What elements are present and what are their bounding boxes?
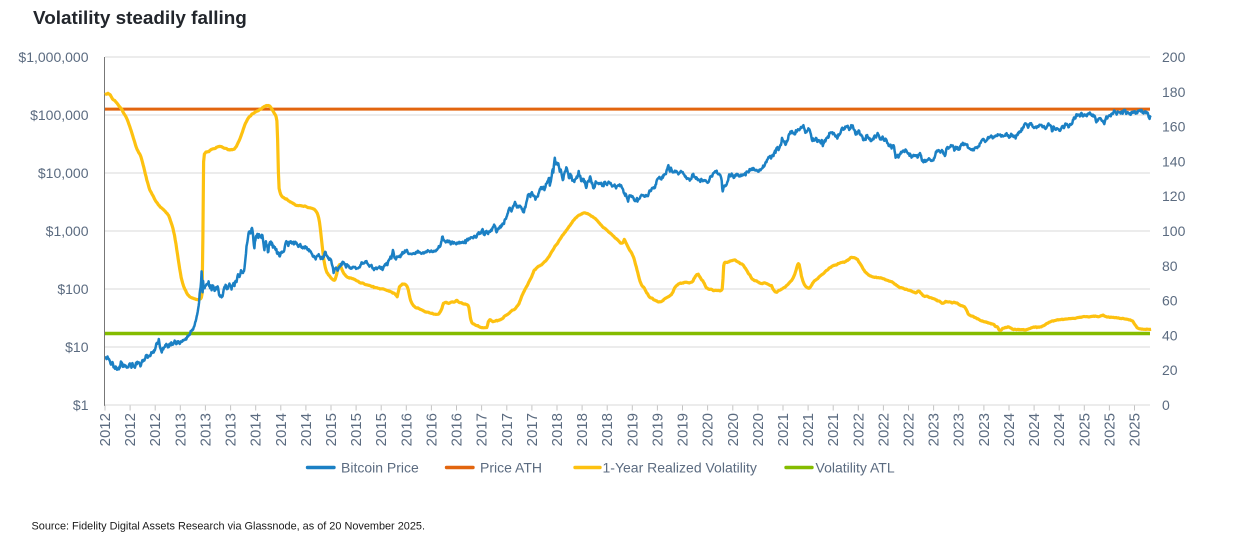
- svg-text:2024: 2024: [1001, 413, 1018, 446]
- svg-text:2013: 2013: [172, 413, 189, 446]
- svg-text:1-Year Realized Volatility: 1-Year Realized Volatility: [603, 460, 757, 476]
- svg-text:2012: 2012: [147, 413, 164, 446]
- svg-text:2019: 2019: [624, 413, 641, 446]
- svg-text:2016: 2016: [423, 413, 440, 446]
- svg-text:Price ATH: Price ATH: [480, 460, 542, 476]
- svg-text:2013: 2013: [223, 413, 240, 446]
- svg-text:2017: 2017: [524, 413, 541, 446]
- svg-text:Volatility steadily falling: Volatility steadily falling: [33, 8, 247, 29]
- svg-text:40: 40: [1162, 327, 1178, 343]
- svg-text:2023: 2023: [926, 413, 943, 446]
- svg-text:2021: 2021: [775, 413, 792, 446]
- svg-text:2016: 2016: [449, 413, 466, 446]
- svg-text:2025: 2025: [1127, 413, 1144, 446]
- svg-text:2017: 2017: [499, 413, 516, 446]
- svg-text:2014: 2014: [298, 413, 315, 446]
- svg-text:2024: 2024: [1051, 413, 1068, 446]
- svg-text:2017: 2017: [474, 413, 491, 446]
- svg-text:2022: 2022: [875, 413, 892, 446]
- svg-text:2024: 2024: [1026, 413, 1043, 446]
- svg-text:2015: 2015: [348, 413, 365, 446]
- svg-text:2013: 2013: [197, 413, 214, 446]
- svg-text:2012: 2012: [122, 413, 139, 446]
- svg-text:2015: 2015: [373, 413, 390, 446]
- svg-text:180: 180: [1162, 84, 1186, 100]
- svg-text:2020: 2020: [750, 413, 767, 446]
- svg-text:60: 60: [1162, 293, 1178, 309]
- svg-text:$100: $100: [57, 281, 88, 297]
- svg-text:2012: 2012: [97, 413, 114, 446]
- svg-text:2025: 2025: [1076, 413, 1093, 446]
- svg-text:2020: 2020: [725, 413, 742, 446]
- svg-text:2021: 2021: [825, 413, 842, 446]
- svg-text:100: 100: [1162, 223, 1186, 239]
- svg-text:80: 80: [1162, 258, 1178, 274]
- svg-text:2018: 2018: [599, 413, 616, 446]
- svg-text:2025: 2025: [1101, 413, 1118, 446]
- svg-text:160: 160: [1162, 119, 1186, 135]
- svg-text:$100,000: $100,000: [30, 107, 89, 123]
- svg-text:$10,000: $10,000: [38, 165, 89, 181]
- svg-text:2023: 2023: [976, 413, 993, 446]
- svg-text:2023: 2023: [951, 413, 968, 446]
- svg-text:2020: 2020: [700, 413, 717, 446]
- svg-text:$1: $1: [73, 397, 89, 413]
- svg-text:120: 120: [1162, 188, 1186, 204]
- svg-text:2016: 2016: [398, 413, 415, 446]
- svg-text:2018: 2018: [574, 413, 591, 446]
- svg-text:$1,000,000: $1,000,000: [18, 49, 88, 65]
- svg-text:2015: 2015: [323, 413, 340, 446]
- svg-text:2021: 2021: [800, 413, 817, 446]
- svg-text:Bitcoin Price: Bitcoin Price: [341, 460, 419, 476]
- svg-text:$10: $10: [65, 339, 89, 355]
- svg-text:20: 20: [1162, 362, 1178, 378]
- svg-text:2019: 2019: [649, 413, 666, 446]
- svg-text:2014: 2014: [273, 413, 290, 446]
- svg-text:Source: Fidelity Digital Asset: Source: Fidelity Digital Assets Research…: [32, 521, 425, 533]
- svg-text:$1,000: $1,000: [46, 223, 89, 239]
- svg-text:200: 200: [1162, 49, 1186, 65]
- svg-text:2018: 2018: [549, 413, 566, 446]
- svg-text:2014: 2014: [248, 413, 265, 446]
- svg-text:2022: 2022: [850, 413, 867, 446]
- svg-text:Volatility ATL: Volatility ATL: [816, 460, 895, 476]
- svg-text:2022: 2022: [901, 413, 918, 446]
- svg-text:140: 140: [1162, 153, 1186, 169]
- svg-text:0: 0: [1162, 397, 1170, 413]
- svg-text:2019: 2019: [675, 413, 692, 446]
